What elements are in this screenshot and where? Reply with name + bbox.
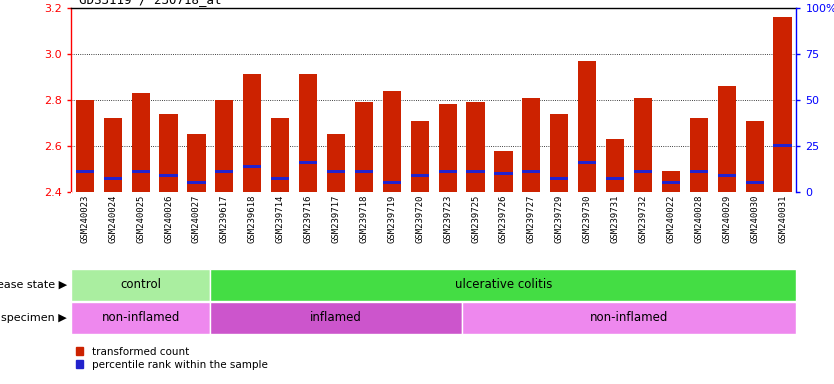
Text: inflamed: inflamed bbox=[310, 311, 362, 324]
Bar bbox=[690, 118, 708, 192]
Text: GSM239725: GSM239725 bbox=[471, 195, 480, 243]
Bar bbox=[522, 98, 540, 192]
Bar bbox=[71, 302, 210, 334]
Text: GSM239718: GSM239718 bbox=[359, 195, 369, 243]
Bar bbox=[550, 114, 568, 192]
Bar bbox=[354, 102, 373, 192]
Bar bbox=[71, 269, 210, 301]
Bar bbox=[327, 134, 345, 192]
Text: GSM240031: GSM240031 bbox=[778, 195, 787, 243]
Text: GSM239727: GSM239727 bbox=[527, 195, 536, 243]
Text: GSM239720: GSM239720 bbox=[415, 195, 425, 243]
Bar bbox=[717, 174, 736, 177]
Bar bbox=[746, 181, 764, 184]
Bar bbox=[410, 121, 429, 192]
Text: GSM239617: GSM239617 bbox=[220, 195, 229, 243]
Bar bbox=[466, 102, 485, 192]
Bar bbox=[410, 174, 429, 177]
Bar bbox=[327, 170, 345, 173]
Bar bbox=[188, 181, 205, 184]
Bar bbox=[773, 17, 791, 192]
Bar bbox=[773, 144, 791, 147]
Bar bbox=[606, 177, 624, 180]
Bar bbox=[244, 165, 261, 168]
Text: GSM240023: GSM240023 bbox=[80, 195, 89, 243]
Bar bbox=[76, 100, 94, 192]
Bar bbox=[606, 139, 624, 192]
Bar bbox=[634, 170, 652, 173]
Bar bbox=[271, 118, 289, 192]
Bar bbox=[215, 170, 234, 173]
Text: GSM239730: GSM239730 bbox=[583, 195, 591, 243]
Legend: transformed count, percentile rank within the sample: transformed count, percentile rank withi… bbox=[76, 347, 268, 370]
Text: GSM239732: GSM239732 bbox=[639, 195, 647, 243]
Bar bbox=[550, 177, 568, 180]
Bar bbox=[159, 114, 178, 192]
Text: disease state ▶: disease state ▶ bbox=[0, 280, 67, 290]
Text: GSM239729: GSM239729 bbox=[555, 195, 564, 243]
Text: non-inflamed: non-inflamed bbox=[590, 311, 668, 324]
Bar bbox=[132, 170, 150, 173]
Bar bbox=[132, 93, 150, 192]
Bar bbox=[746, 121, 764, 192]
Bar bbox=[244, 74, 261, 192]
Text: GSM240022: GSM240022 bbox=[666, 195, 676, 243]
Text: GSM240024: GSM240024 bbox=[108, 195, 118, 243]
Text: GSM239716: GSM239716 bbox=[304, 195, 313, 243]
Bar bbox=[271, 177, 289, 180]
Bar bbox=[159, 174, 178, 177]
Bar bbox=[299, 74, 317, 192]
Text: GSM240026: GSM240026 bbox=[164, 195, 173, 243]
Bar bbox=[299, 161, 317, 164]
Bar bbox=[103, 177, 122, 180]
Bar bbox=[634, 98, 652, 192]
Bar bbox=[662, 181, 680, 184]
Text: GSM240029: GSM240029 bbox=[722, 195, 731, 243]
Bar bbox=[495, 172, 513, 175]
Text: specimen ▶: specimen ▶ bbox=[1, 313, 67, 323]
Text: GDS3119 / 230718_at: GDS3119 / 230718_at bbox=[79, 0, 222, 6]
Bar bbox=[103, 118, 122, 192]
Text: GSM240028: GSM240028 bbox=[694, 195, 703, 243]
Bar bbox=[188, 134, 205, 192]
Text: ulcerative colitis: ulcerative colitis bbox=[455, 278, 552, 291]
Text: GSM239618: GSM239618 bbox=[248, 195, 257, 243]
Text: GSM239731: GSM239731 bbox=[610, 195, 620, 243]
Bar bbox=[354, 170, 373, 173]
Bar bbox=[466, 170, 485, 173]
Text: GSM239714: GSM239714 bbox=[276, 195, 284, 243]
Bar bbox=[383, 181, 401, 184]
Bar bbox=[690, 170, 708, 173]
Bar bbox=[439, 170, 457, 173]
Text: GSM239726: GSM239726 bbox=[499, 195, 508, 243]
Bar bbox=[439, 104, 457, 192]
Bar bbox=[210, 302, 461, 334]
Text: GSM240027: GSM240027 bbox=[192, 195, 201, 243]
Bar bbox=[578, 161, 596, 164]
Bar bbox=[717, 86, 736, 192]
Bar bbox=[210, 269, 796, 301]
Bar bbox=[461, 302, 796, 334]
Text: GSM239723: GSM239723 bbox=[443, 195, 452, 243]
Bar bbox=[578, 61, 596, 192]
Text: control: control bbox=[120, 278, 161, 291]
Text: GSM239717: GSM239717 bbox=[331, 195, 340, 243]
Bar bbox=[76, 170, 94, 173]
Text: GSM240025: GSM240025 bbox=[136, 195, 145, 243]
Text: GSM240030: GSM240030 bbox=[750, 195, 759, 243]
Text: GSM239719: GSM239719 bbox=[387, 195, 396, 243]
Bar bbox=[495, 151, 513, 192]
Bar bbox=[215, 100, 234, 192]
Bar bbox=[662, 171, 680, 192]
Text: non-inflamed: non-inflamed bbox=[102, 311, 180, 324]
Bar bbox=[383, 91, 401, 192]
Bar bbox=[522, 170, 540, 173]
